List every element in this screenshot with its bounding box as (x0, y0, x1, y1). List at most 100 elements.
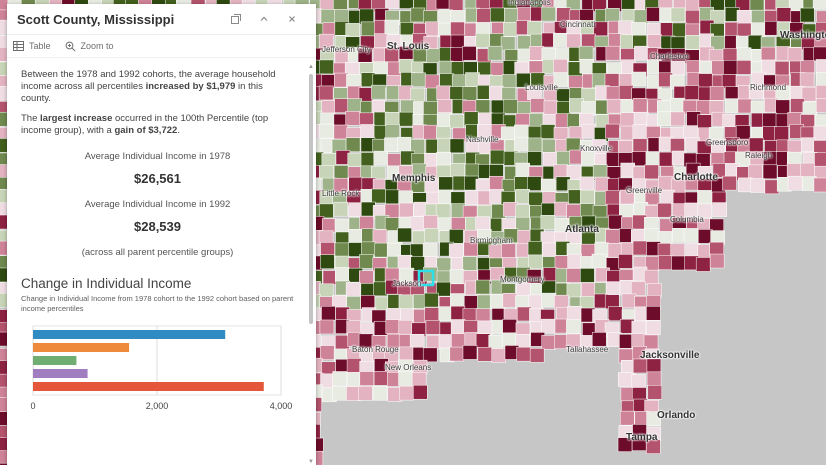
county-cell[interactable] (544, 101, 558, 115)
county-cell[interactable] (765, 180, 779, 194)
county-cell[interactable] (463, 257, 477, 271)
county-cell[interactable] (645, 165, 659, 179)
county-cell[interactable] (541, 179, 555, 193)
county-cell[interactable] (723, 114, 737, 128)
county-cell[interactable] (517, 307, 531, 321)
chart-bar[interactable] (33, 382, 264, 391)
county-cell[interactable] (449, 229, 463, 243)
county-cell[interactable] (361, 242, 375, 256)
county-cell[interactable] (322, 219, 336, 233)
county-cell[interactable] (450, 294, 464, 308)
county-cell[interactable] (814, 153, 826, 167)
county-cell[interactable] (411, 8, 425, 22)
county-cell[interactable] (634, 112, 648, 126)
county-cell[interactable] (462, 46, 476, 60)
county-cell[interactable] (320, 255, 334, 269)
county-cell[interactable] (399, 295, 413, 309)
county-cell[interactable] (439, 177, 453, 191)
county-cell[interactable] (347, 358, 361, 372)
county-cell[interactable] (502, 75, 516, 89)
county-cell[interactable] (621, 100, 635, 114)
county-cell[interactable] (606, 8, 620, 22)
county-cell[interactable] (699, 61, 713, 75)
county-cell[interactable] (410, 217, 424, 231)
county-cell[interactable] (450, 269, 464, 283)
county-cell[interactable] (528, 241, 542, 255)
county-cell[interactable] (490, 294, 504, 308)
county-cell[interactable] (518, 7, 532, 21)
county-cell[interactable] (555, 202, 569, 216)
county-cell[interactable] (606, 282, 620, 296)
county-cell[interactable] (515, 177, 529, 191)
county-cell[interactable] (504, 99, 518, 113)
county-cell[interactable] (335, 219, 349, 233)
county-cell[interactable] (543, 268, 557, 282)
county-cell[interactable] (335, 267, 349, 281)
county-cell[interactable] (801, 138, 815, 152)
county-cell[interactable] (658, 256, 672, 270)
county-cell[interactable] (374, 62, 388, 76)
county-cell[interactable] (633, 139, 647, 153)
county-cell[interactable] (399, 112, 413, 126)
county-cell[interactable] (763, 165, 777, 179)
county-cell[interactable] (516, 163, 530, 177)
county-cell[interactable] (374, 371, 388, 385)
county-cell[interactable] (632, 22, 646, 36)
county-cell[interactable] (580, 268, 594, 282)
county-cell[interactable] (775, 61, 789, 75)
county-cell[interactable] (816, 85, 826, 99)
county-cell[interactable] (749, 138, 763, 152)
county-cell[interactable] (399, 59, 413, 73)
county-cell[interactable] (713, 203, 727, 217)
county-cell[interactable] (465, 191, 479, 205)
county-cell[interactable] (621, 163, 635, 177)
county-cell[interactable] (361, 22, 375, 36)
county-cell[interactable] (334, 125, 348, 139)
county-cell[interactable] (776, 0, 790, 9)
county-cell[interactable] (425, 22, 439, 36)
county-cell[interactable] (542, 7, 556, 21)
county-cell[interactable] (634, 10, 648, 24)
county-cell[interactable] (816, 72, 826, 86)
county-cell[interactable] (670, 138, 684, 152)
county-cell[interactable] (359, 254, 373, 268)
county-cell[interactable] (323, 271, 337, 285)
county-cell[interactable] (633, 125, 647, 139)
county-cell[interactable] (424, 215, 438, 229)
county-cell[interactable] (633, 98, 647, 112)
county-cell[interactable] (529, 46, 543, 60)
chart-bar[interactable] (33, 369, 88, 378)
county-cell[interactable] (605, 124, 619, 138)
county-cell[interactable] (788, 176, 802, 190)
county-cell[interactable] (671, 244, 685, 258)
county-cell[interactable] (437, 86, 451, 100)
county-cell[interactable] (686, 10, 700, 24)
county-cell[interactable] (554, 165, 568, 179)
county-cell[interactable] (437, 258, 451, 272)
county-cell[interactable] (698, 229, 712, 243)
county-cell[interactable] (503, 319, 517, 333)
county-cell[interactable] (579, 46, 593, 60)
county-cell[interactable] (477, 295, 491, 309)
county-cell[interactable] (777, 8, 791, 22)
county-cell[interactable] (398, 255, 412, 269)
county-cell[interactable] (542, 335, 556, 349)
county-cell[interactable] (787, 164, 801, 178)
county-cell[interactable] (385, 218, 399, 232)
county-cell[interactable] (424, 293, 438, 307)
county-cell[interactable] (320, 0, 334, 10)
county-cell[interactable] (541, 215, 555, 229)
county-cell[interactable] (504, 8, 518, 22)
county-cell[interactable] (593, 165, 607, 179)
county-cell[interactable] (608, 215, 622, 229)
county-cell[interactable] (671, 8, 685, 22)
county-cell[interactable] (450, 347, 464, 361)
county-cell[interactable] (696, 257, 710, 271)
county-cell[interactable] (502, 333, 516, 347)
county-cell[interactable] (582, 88, 596, 102)
county-cell[interactable] (334, 202, 348, 216)
county-cell[interactable] (386, 190, 400, 204)
county-cell[interactable] (451, 163, 465, 177)
county-cell[interactable] (476, 334, 490, 348)
county-cell[interactable] (346, 111, 360, 125)
